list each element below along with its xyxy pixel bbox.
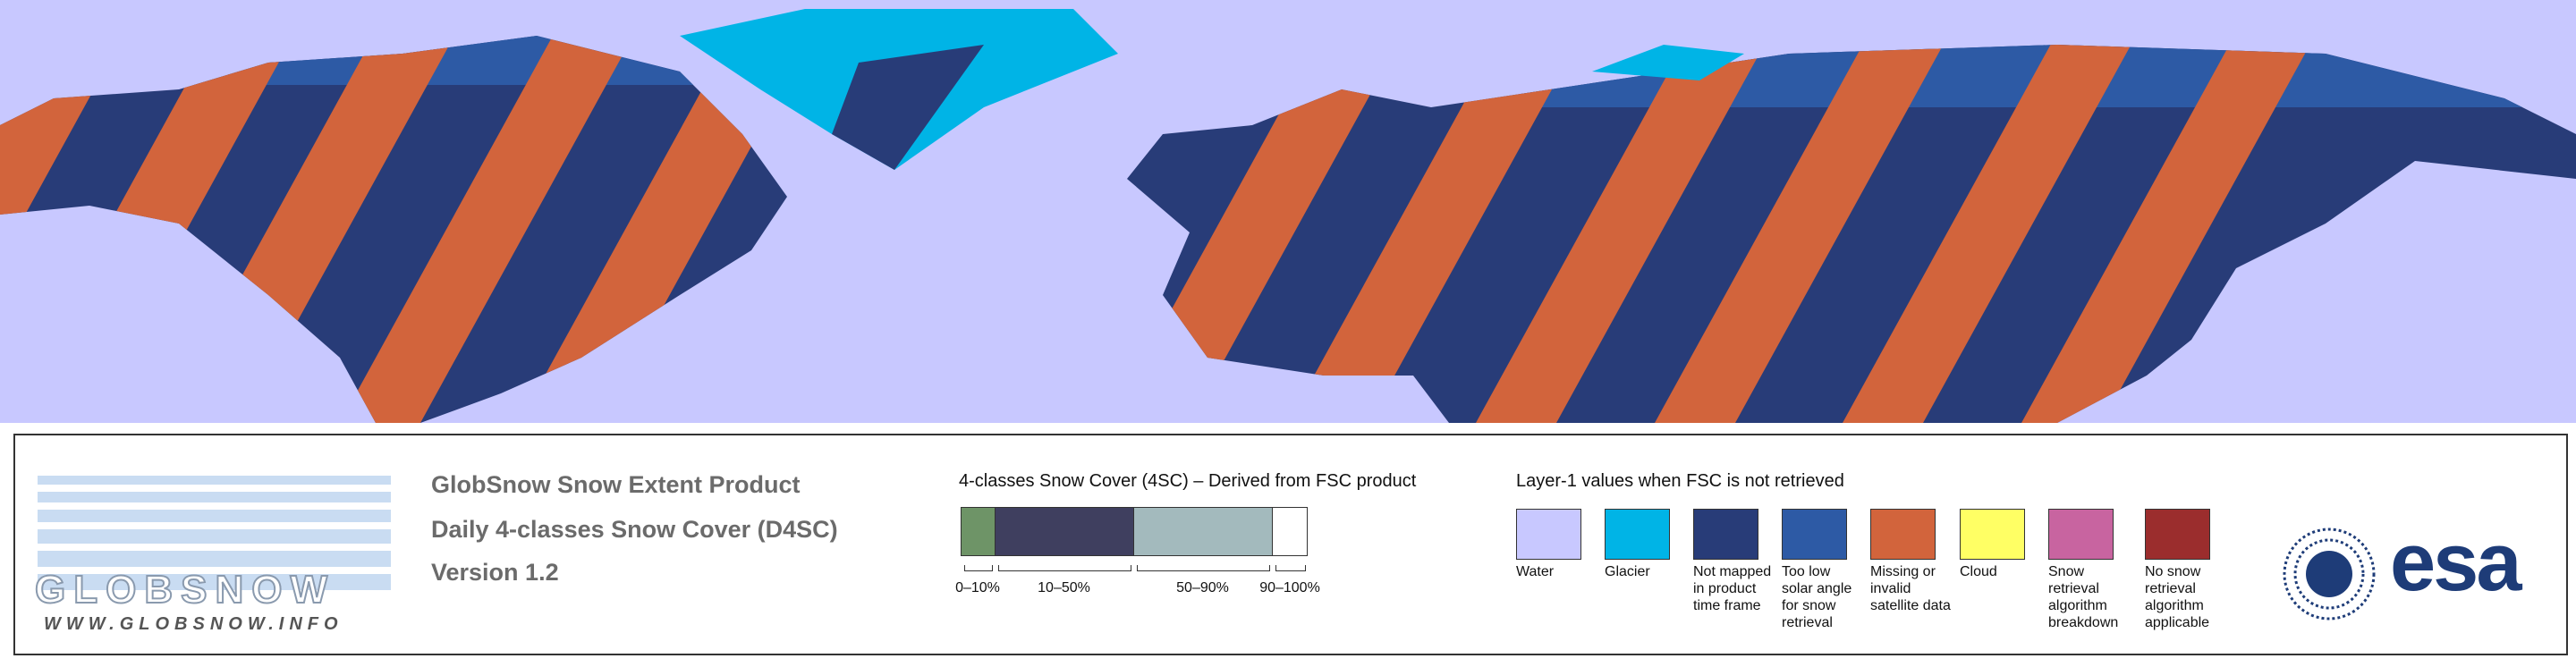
class-label: 10–50%: [1038, 580, 1090, 595]
layer1-label: No snow retrieval algorithm applicable: [2145, 564, 2210, 630]
class-swatch: [995, 507, 1133, 556]
class-label: 90–100%: [1259, 580, 1320, 595]
layer1-label: Snow retrieval algorithm breakdown: [2048, 564, 2119, 630]
layer1-swatch: [1782, 509, 1847, 560]
layer1-label: Glacier: [1605, 564, 1650, 579]
class-swatch: [961, 507, 995, 556]
class-label: 0–10%: [955, 580, 1000, 595]
layer1-label: Water: [1516, 564, 1555, 579]
class-bracket: [1137, 565, 1270, 571]
layer1-label: Cloud: [1960, 564, 1997, 579]
class-label: 50–90%: [1176, 580, 1229, 595]
class-bracket: [998, 565, 1131, 571]
agency-logo: esa: [2390, 517, 2521, 608]
layer1-swatch: [1693, 509, 1758, 560]
legend-panel: GLOBSNOW WWW.GLOBSNOW.INFO GlobSnow Snow…: [13, 434, 2568, 655]
layer1-swatch: [2048, 509, 2114, 560]
snow-map: [0, 0, 2576, 423]
product-title: GlobSnow Snow Extent Product: [431, 471, 801, 498]
layer1-swatch: [1960, 509, 2025, 560]
layer1-swatch: [1605, 509, 1670, 560]
layer1-swatch: [2145, 509, 2210, 560]
logo-stripes: [38, 476, 391, 601]
logo-word: GLOBSNOW: [34, 567, 335, 612]
greenland-unmapped: [832, 45, 984, 170]
snow-cover-title: 4-classes Snow Cover (4SC) – Derived fro…: [959, 471, 1417, 491]
logo-url: WWW.GLOBSNOW.INFO: [44, 614, 343, 634]
layer1-label: Too low solar angle for snow retrieval: [1782, 564, 1852, 630]
class-swatch: [1272, 507, 1308, 556]
product-subtitle: Daily 4-classes Snow Cover (D4SC): [431, 516, 838, 543]
layer1-swatch: [1516, 509, 1581, 560]
class-swatch: [1133, 507, 1272, 556]
layer1-label: Not mapped in product time frame: [1693, 564, 1772, 613]
class-bracket: [1275, 565, 1306, 571]
product-version: Version 1.2: [431, 559, 559, 586]
agency-emblem: [2283, 528, 2376, 621]
layer1-label: Missing or invalid satellite data: [1870, 564, 1951, 613]
layer1-title: Layer-1 values when FSC is not retrieved: [1516, 471, 1844, 491]
layer1-swatch: [1870, 509, 1936, 560]
arctic-islands: [1592, 45, 1744, 80]
orbit-gaps: [0, 36, 2334, 423]
class-bracket: [964, 565, 993, 571]
